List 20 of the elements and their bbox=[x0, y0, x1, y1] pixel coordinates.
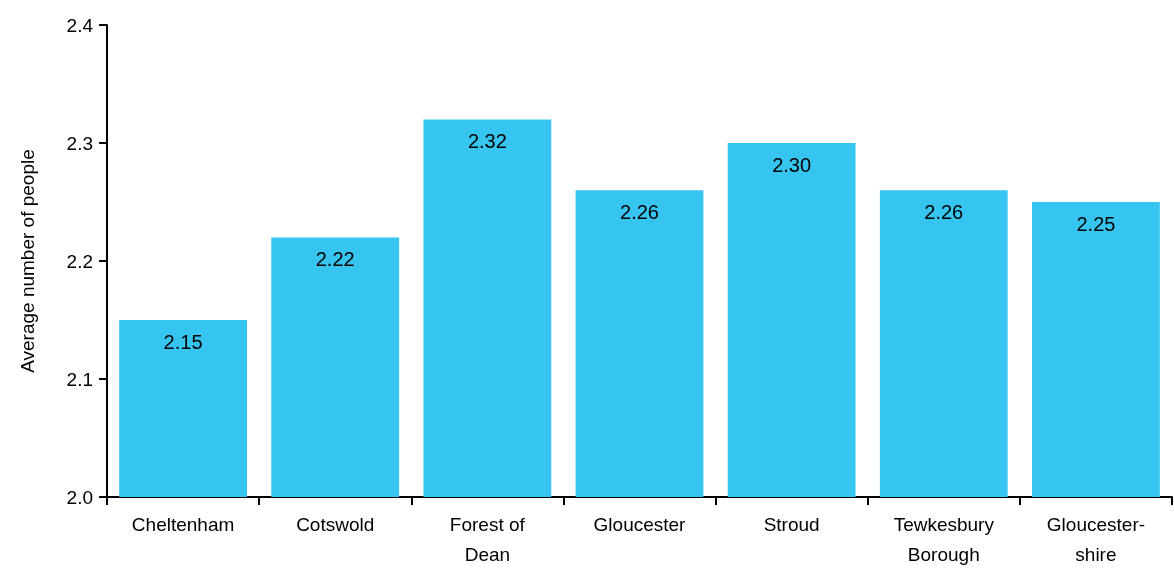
y-axis-title: Average number of people bbox=[17, 149, 38, 373]
x-tick-label: Tewkesbury Borough bbox=[893, 513, 995, 565]
x-tick-label: Forest of Dean bbox=[449, 513, 526, 565]
x-tick-label: Gloucester-shire bbox=[1046, 513, 1146, 565]
y-tick-label: 2.0 bbox=[66, 486, 93, 508]
y-tick-label: 2.1 bbox=[66, 368, 93, 390]
data-label: 2.22 bbox=[315, 248, 355, 271]
data-label: 2.32 bbox=[467, 130, 507, 153]
y-tick-label: 2.3 bbox=[66, 132, 93, 154]
x-tick-label: Cheltenham bbox=[131, 513, 235, 535]
data-label: 2.26 bbox=[620, 201, 659, 224]
data-label: 2.26 bbox=[924, 201, 964, 224]
y-tick-label: 2.4 bbox=[66, 14, 94, 36]
data-label: 2.15 bbox=[163, 331, 203, 353]
data-label: 2.25 bbox=[1076, 213, 1116, 235]
y-tick-label: 2.2 bbox=[66, 250, 93, 272]
data-label: 2.30 bbox=[772, 154, 812, 176]
x-tick-label: Gloucester bbox=[593, 513, 687, 535]
x-tick-label: Stroud bbox=[763, 513, 820, 535]
x-tick-label: Cotswold bbox=[296, 513, 375, 535]
